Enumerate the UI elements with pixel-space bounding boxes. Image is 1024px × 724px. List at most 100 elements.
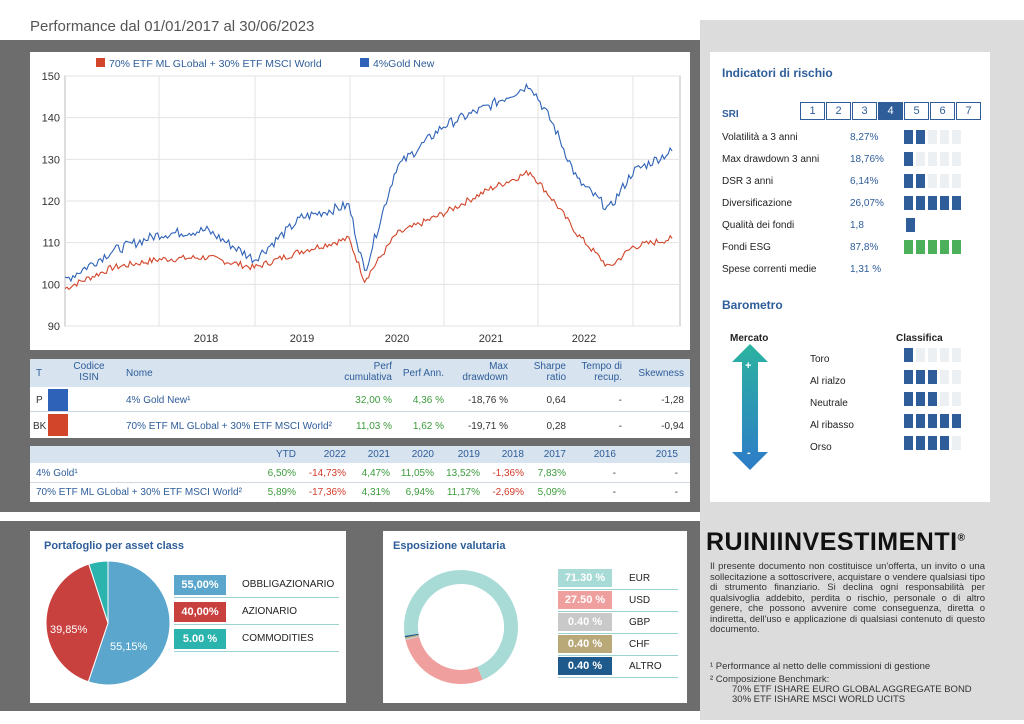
x-tick-label: 2022: [572, 333, 596, 345]
currency-card: Esposizione valutaria 71.30 % EUR 27.50 % U…: [383, 531, 687, 703]
row-color-swatch: [48, 389, 68, 411]
year-col: 2020: [411, 449, 434, 460]
risk-row-label: Fondi ESG: [722, 242, 771, 253]
legend-underline: [174, 624, 339, 625]
performance-chart: 150 140 130 120 110 100 90 2018 2019 2020 2021 2022…: [30, 52, 690, 350]
year-cell: -: [674, 487, 678, 498]
rating-square: [928, 174, 937, 188]
year-cell: 11,17%: [446, 487, 480, 498]
fx-pct-pill: 0.40 %: [558, 635, 612, 653]
year-cell: 6,94%: [405, 487, 434, 498]
barometro-square: [928, 370, 937, 384]
plus-sign: +: [745, 360, 752, 372]
barometro-square: [952, 436, 961, 450]
year-row-name: 4% Gold¹: [36, 468, 78, 479]
minus-sign: -: [747, 447, 751, 459]
barometro-square: [952, 348, 961, 362]
barometro-square: [940, 348, 949, 362]
rating-square: [940, 174, 949, 188]
sri-2: 2: [826, 102, 851, 120]
rating-square: [904, 152, 913, 166]
fx-label: GBP: [629, 617, 651, 628]
barometro-square: [940, 370, 949, 384]
barometro-square: [952, 370, 961, 384]
risk-row-value: 87,8%: [850, 242, 879, 253]
asset-pie-chart: [45, 560, 171, 686]
year-cell: -: [612, 487, 616, 498]
rating-square: [916, 174, 925, 188]
row-type: BK: [33, 421, 47, 432]
note-2: ² Composizione Benchmark:: [710, 674, 830, 685]
page-title: Performance dal 01/01/2017 al 30/06/2023: [30, 18, 315, 35]
x-tick-label: 2019: [290, 333, 314, 345]
brand-registered-mark: ®: [957, 532, 966, 544]
note-1: ¹ Performance al netto delle commissioni…: [710, 661, 931, 672]
brand-logo: RUINIINVESTIMENTI®: [706, 528, 1006, 558]
legend-underline: [558, 611, 678, 612]
year-cell: 6,50%: [267, 468, 296, 479]
year-col: 2022: [323, 449, 346, 460]
fx-pct-pill: 0.40 %: [558, 613, 612, 631]
barometro-square: [928, 414, 937, 428]
risk-panel: Indicatori di rischio SRI 1 2 3 4 5 6 7 …: [710, 52, 990, 502]
barometro-square: [940, 436, 949, 450]
y-tick-label: 100: [42, 279, 60, 291]
risk-row-value: 8,27%: [850, 132, 879, 143]
legend-underline: [558, 633, 678, 634]
col-nome: Nome: [126, 368, 153, 379]
year-col: 2018: [501, 449, 524, 460]
row-ann: 4,36 %: [412, 395, 444, 406]
year-cell: -1,36%: [492, 468, 524, 479]
row-tempo: -: [618, 395, 622, 406]
y-tick-label: 120: [42, 196, 60, 208]
series-line: [64, 82, 673, 283]
risk-row-value: 1,8: [850, 220, 864, 231]
rating-square: [906, 218, 915, 232]
barometro-label: Toro: [810, 354, 830, 365]
row-dd: -19,71 %: [467, 421, 508, 432]
y-tick-label: 130: [42, 154, 60, 166]
year-cell: 5,89%: [267, 487, 296, 498]
barometro-label: Neutrale: [810, 398, 848, 409]
pie-slice: [87, 560, 171, 686]
year-row-name: 70% ETF ML GLobal + 30% ETF MSCI World²: [36, 487, 242, 498]
rating-square: [940, 130, 949, 144]
year-cell: -: [612, 468, 616, 479]
barometro-square: [952, 414, 961, 428]
barometro-label: Al rialzo: [810, 376, 846, 387]
y-tick-label: 90: [48, 321, 60, 333]
rating-square: [928, 130, 937, 144]
risk-title: Indicatori di rischio: [722, 66, 833, 80]
x-tick-label: 2020: [385, 333, 409, 345]
barometro-square: [916, 348, 925, 362]
performance-table: T Codice ISIN Nome Perf cumulativa Perf …: [30, 359, 690, 438]
rating-square: [904, 240, 913, 254]
rating-square: [904, 196, 913, 210]
risk-row-label: Diversificazione: [722, 198, 793, 209]
rating-square: [916, 130, 925, 144]
legend-label: 4%Gold New: [373, 58, 435, 70]
barometro-square: [904, 392, 913, 406]
rating-square: [940, 152, 949, 166]
barometro-square: [940, 392, 949, 406]
year-cell: 7,83%: [537, 468, 566, 479]
mercato-label: Mercato: [730, 333, 769, 344]
donut-segment: [404, 570, 518, 680]
risk-row-label: DSR 3 anni: [722, 176, 774, 187]
row-type: P: [36, 395, 43, 406]
risk-row-value: 6,14%: [850, 176, 879, 187]
legend-underline: [174, 597, 339, 598]
row-sharpe: 0,64: [546, 395, 566, 406]
asset-class-card: Portafoglio per asset class 39,85% 55,15…: [30, 531, 346, 703]
asset-label: OBBLIGAZIONARIO: [242, 579, 335, 590]
barometro-square: [928, 392, 937, 406]
pie-slice: [88, 560, 109, 624]
col-sharpe: Sharpe ratio: [533, 361, 566, 383]
fx-label: EUR: [629, 573, 651, 584]
risk-row-label: Volatilità a 3 anni: [722, 132, 798, 143]
year-cell: -2,69%: [492, 487, 524, 498]
rating-square: [928, 152, 937, 166]
y-tick-label: 140: [42, 113, 60, 125]
fx-label: USD: [629, 595, 651, 606]
row-tempo: -: [618, 421, 622, 432]
